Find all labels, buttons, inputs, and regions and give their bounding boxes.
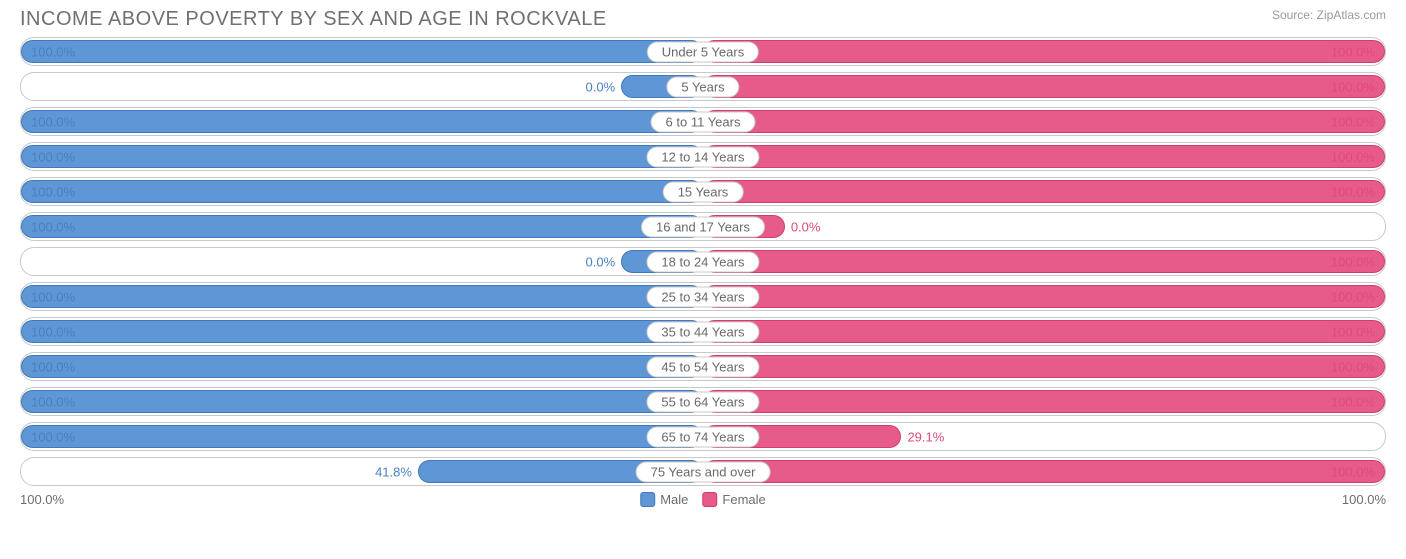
chart-row: 100.0% 100.0% 6 to 11 Years (20, 107, 1386, 136)
chart-row: 100.0% 0.0% 16 and 17 Years (20, 212, 1386, 241)
chart-row: 0.0% 100.0% 5 Years (20, 72, 1386, 101)
female-value-label: 100.0% (1331, 394, 1375, 409)
category-label: 25 to 34 Years (646, 286, 759, 307)
female-bar (703, 285, 1385, 308)
female-bar (703, 110, 1385, 133)
male-bar (21, 180, 703, 203)
male-value-label: 100.0% (31, 184, 75, 199)
legend-label: Female (722, 492, 765, 507)
female-value-label: 100.0% (1331, 114, 1375, 129)
category-label: Under 5 Years (647, 41, 759, 62)
male-value-label: 100.0% (31, 289, 75, 304)
male-value-label: 100.0% (31, 149, 75, 164)
legend: Male Female (640, 492, 766, 507)
female-value-label: 0.0% (791, 219, 821, 234)
category-label: 12 to 14 Years (646, 146, 759, 167)
category-label: 55 to 64 Years (646, 391, 759, 412)
category-label: 75 Years and over (636, 461, 771, 482)
male-value-label: 100.0% (31, 324, 75, 339)
female-bar (703, 40, 1385, 63)
chart-row: 0.0% 100.0% 18 to 24 Years (20, 247, 1386, 276)
male-value-label: 100.0% (31, 219, 75, 234)
chart-row: 100.0% 100.0% 15 Years (20, 177, 1386, 206)
female-bar (703, 145, 1385, 168)
chart-row: 100.0% 29.1% 65 to 74 Years (20, 422, 1386, 451)
female-value-label: 100.0% (1331, 359, 1375, 374)
chart-row: 100.0% 100.0% 35 to 44 Years (20, 317, 1386, 346)
male-bar (21, 320, 703, 343)
category-label: 15 Years (663, 181, 744, 202)
legend-swatch (702, 492, 717, 507)
chart-row: 41.8% 100.0% 75 Years and over (20, 457, 1386, 486)
category-label: 18 to 24 Years (646, 251, 759, 272)
female-bar (703, 355, 1385, 378)
chart-header: INCOME ABOVE POVERTY BY SEX AND AGE IN R… (0, 0, 1406, 37)
female-bar (703, 75, 1385, 98)
male-bar (21, 355, 703, 378)
male-value-label: 100.0% (31, 394, 75, 409)
chart-row: 100.0% 100.0% Under 5 Years (20, 37, 1386, 66)
male-value-label: 100.0% (31, 44, 75, 59)
category-label: 45 to 54 Years (646, 356, 759, 377)
female-value-label: 100.0% (1331, 79, 1375, 94)
female-value-label: 29.1% (907, 429, 944, 444)
legend-item: Female (702, 492, 765, 507)
male-bar (21, 285, 703, 308)
male-value-label: 41.8% (375, 464, 412, 479)
female-value-label: 100.0% (1331, 464, 1375, 479)
female-value-label: 100.0% (1331, 289, 1375, 304)
chart-row: 100.0% 100.0% 55 to 64 Years (20, 387, 1386, 416)
female-value-label: 100.0% (1331, 324, 1375, 339)
male-bar (21, 390, 703, 413)
female-bar (703, 250, 1385, 273)
male-bar (21, 215, 703, 238)
axis-left-label: 100.0% (20, 492, 64, 507)
category-label: 16 and 17 Years (641, 216, 765, 237)
male-value-label: 100.0% (31, 359, 75, 374)
chart-row: 100.0% 100.0% 12 to 14 Years (20, 142, 1386, 171)
female-bar (703, 460, 1385, 483)
female-value-label: 100.0% (1331, 184, 1375, 199)
male-value-label: 0.0% (586, 79, 616, 94)
male-value-label: 100.0% (31, 429, 75, 444)
male-bar (21, 110, 703, 133)
category-label: 35 to 44 Years (646, 321, 759, 342)
legend-swatch (640, 492, 655, 507)
chart-area: 100.0% 100.0% Under 5 Years 0.0% 100.0% 5 Yea… (0, 37, 1406, 514)
male-value-label: 100.0% (31, 114, 75, 129)
legend-item: Male (640, 492, 688, 507)
female-value-label: 100.0% (1331, 254, 1375, 269)
female-bar (703, 320, 1385, 343)
male-value-label: 0.0% (586, 254, 616, 269)
chart-title: INCOME ABOVE POVERTY BY SEX AND AGE IN R… (20, 8, 607, 31)
male-bar (21, 40, 703, 63)
female-value-label: 100.0% (1331, 149, 1375, 164)
chart-row: 100.0% 100.0% 25 to 34 Years (20, 282, 1386, 311)
female-value-label: 100.0% (1331, 44, 1375, 59)
axis-row: 100.0% Male Female 100.0% (20, 492, 1386, 514)
male-bar (21, 145, 703, 168)
chart-source: Source: ZipAtlas.com (1272, 8, 1386, 22)
category-label: 6 to 11 Years (651, 111, 756, 132)
category-label: 65 to 74 Years (646, 426, 759, 447)
female-bar (703, 390, 1385, 413)
female-bar (703, 180, 1385, 203)
axis-right-label: 100.0% (1342, 492, 1386, 507)
category-label: 5 Years (666, 76, 739, 97)
legend-label: Male (660, 492, 688, 507)
chart-row: 100.0% 100.0% 45 to 54 Years (20, 352, 1386, 381)
male-bar (21, 425, 703, 448)
